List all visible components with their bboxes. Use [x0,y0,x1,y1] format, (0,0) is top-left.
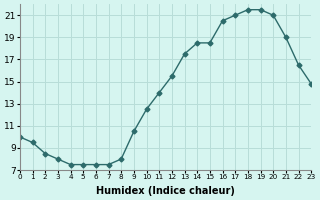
X-axis label: Humidex (Indice chaleur): Humidex (Indice chaleur) [96,186,235,196]
